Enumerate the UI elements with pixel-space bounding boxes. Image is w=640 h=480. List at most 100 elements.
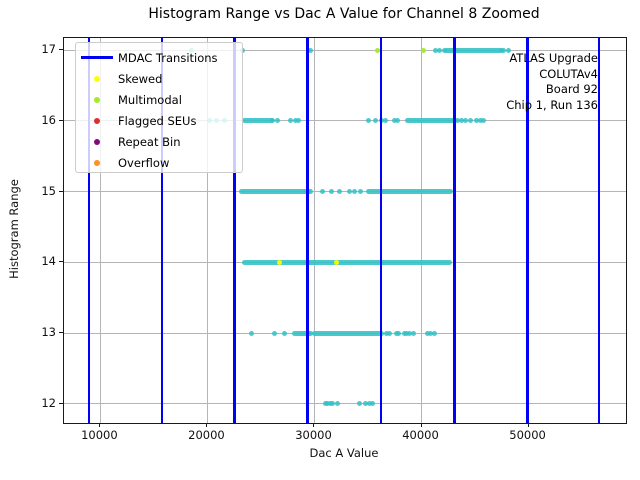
x-tick-label: 50000 bbox=[509, 428, 546, 442]
y-tick-mark bbox=[59, 49, 63, 51]
scatter-point bbox=[431, 330, 437, 336]
scatter-point bbox=[271, 330, 277, 336]
scatter-point bbox=[275, 118, 281, 124]
y-tick-label: 13 bbox=[41, 325, 56, 340]
scatter-point bbox=[498, 47, 504, 53]
x-tick-label: 20000 bbox=[188, 428, 225, 442]
scatter-point bbox=[463, 118, 469, 124]
gridline-vertical bbox=[206, 38, 208, 423]
mdac-transition-line bbox=[597, 38, 601, 423]
y-axis-label: Histogram Range bbox=[7, 179, 21, 279]
scatter-point bbox=[270, 118, 276, 124]
gridline-horizontal bbox=[64, 49, 626, 51]
scatter-point bbox=[474, 118, 480, 124]
repeat-bin-legend-icon bbox=[94, 138, 100, 145]
mdac-transition-line bbox=[87, 38, 91, 423]
y-tick-mark bbox=[59, 332, 63, 334]
scatter-point bbox=[366, 118, 372, 124]
y-tick-label: 12 bbox=[41, 395, 56, 410]
legend-item: Overflow bbox=[76, 152, 242, 173]
scatter-band bbox=[241, 118, 274, 124]
scatter-point bbox=[346, 189, 352, 195]
legend-label: MDAC Transitions bbox=[118, 50, 218, 65]
chart-title: Histogram Range vs Dac A Value for Chann… bbox=[148, 6, 540, 22]
mdac-transition-line bbox=[233, 38, 236, 423]
scatter-point bbox=[391, 118, 397, 124]
gridline-vertical bbox=[421, 38, 423, 423]
scatter-point bbox=[481, 118, 487, 124]
annotation-text: ATLAS Upgrade COLUTAv4 Board 92 Chip 1, Run… bbox=[506, 51, 598, 113]
scatter-point bbox=[395, 118, 401, 124]
scatter-point bbox=[455, 118, 461, 124]
legend-marker-area bbox=[76, 117, 118, 124]
scatter-point bbox=[383, 118, 389, 124]
legend-label: Flagged SEUs bbox=[118, 113, 197, 128]
scatter-point bbox=[425, 330, 431, 336]
scatter-band bbox=[444, 47, 502, 53]
legend: MDAC Transitions Skewed Multimodal Flagged … bbox=[75, 42, 243, 173]
gridline-horizontal bbox=[64, 403, 626, 405]
scatter-band bbox=[241, 259, 452, 265]
y-tick-mark bbox=[59, 119, 63, 121]
scatter-point bbox=[281, 330, 287, 336]
legend-item: Repeat Bin bbox=[76, 131, 242, 152]
x-tick-mark bbox=[527, 423, 529, 427]
scatter-point bbox=[410, 330, 416, 336]
legend-item: Skewed bbox=[76, 68, 242, 89]
x-tick-mark bbox=[420, 423, 422, 427]
annotation-line: ATLAS Upgrade bbox=[509, 51, 598, 65]
scatter-point bbox=[327, 401, 333, 407]
scatter-point bbox=[296, 118, 302, 124]
legend-item: Flagged SEUs bbox=[76, 110, 242, 131]
legend-item: Multimodal bbox=[76, 89, 242, 110]
legend-marker-area bbox=[76, 96, 118, 103]
x-tick-label: 10000 bbox=[81, 428, 118, 442]
scatter-point bbox=[406, 330, 412, 336]
x-tick-mark bbox=[206, 423, 208, 427]
scatter-point bbox=[478, 118, 484, 124]
legend-item: MDAC Transitions bbox=[76, 47, 242, 68]
multimodal-point bbox=[421, 47, 427, 53]
flagged-seus-legend-icon bbox=[94, 117, 100, 124]
scatter-point bbox=[372, 118, 378, 124]
gridline-horizontal bbox=[64, 120, 626, 122]
gridline-vertical bbox=[313, 38, 315, 423]
scatter-point bbox=[459, 118, 465, 124]
x-tick-label: 40000 bbox=[402, 428, 439, 442]
scatter-point bbox=[441, 47, 447, 53]
skewed-point bbox=[333, 259, 339, 265]
scatter-point bbox=[363, 401, 369, 407]
scatter-point bbox=[335, 401, 341, 407]
scatter-point bbox=[437, 47, 443, 53]
mdac-transition-line bbox=[453, 38, 456, 423]
gridline-horizontal bbox=[64, 191, 626, 193]
scatter-point bbox=[308, 47, 314, 53]
legend-marker-area bbox=[76, 159, 118, 166]
x-axis-label: Dac A Value bbox=[309, 446, 379, 460]
y-tick-label: 16 bbox=[41, 112, 56, 127]
scatter-point bbox=[358, 189, 364, 195]
legend-marker-area bbox=[76, 138, 118, 145]
annotation-line: COLUTAv4 bbox=[539, 66, 598, 81]
scatter-point bbox=[403, 330, 409, 336]
scatter-point bbox=[248, 330, 254, 336]
overflow-legend-icon bbox=[94, 159, 100, 166]
scatter-point bbox=[383, 330, 389, 336]
scatter-band bbox=[366, 189, 454, 195]
y-tick-label: 17 bbox=[41, 42, 56, 57]
mdac-transition-line bbox=[306, 38, 309, 423]
y-tick-mark bbox=[59, 190, 63, 192]
legend-label: Skewed bbox=[118, 71, 163, 86]
x-tick-label: 30000 bbox=[295, 428, 332, 442]
y-tick-label: 14 bbox=[41, 254, 56, 269]
scatter-point bbox=[428, 330, 434, 336]
annotation-line: Chip 1, Run 136 bbox=[506, 97, 598, 112]
scatter-point bbox=[433, 47, 439, 53]
scatter-point bbox=[506, 47, 512, 53]
scatter-point bbox=[320, 189, 326, 195]
scatter-band bbox=[405, 118, 457, 124]
scatter-point bbox=[395, 330, 401, 336]
legend-marker-area bbox=[76, 75, 118, 82]
scatter-point bbox=[366, 401, 372, 407]
